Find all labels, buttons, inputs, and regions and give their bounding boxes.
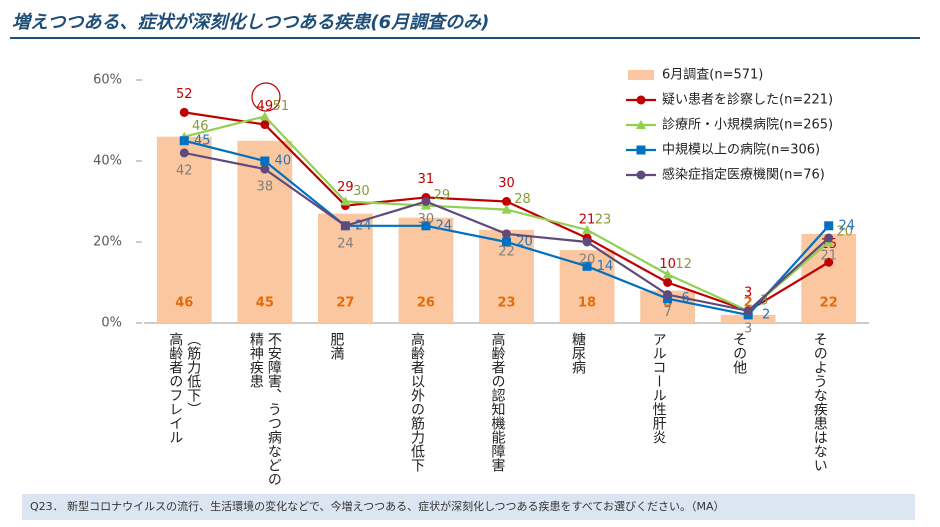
data-label: 31 <box>418 172 435 187</box>
x-tick-label: 肥満 <box>328 332 345 360</box>
bar-label: 22 <box>820 296 838 311</box>
marker <box>636 145 646 155</box>
data-label: 46 <box>192 119 209 134</box>
marker <box>824 257 834 267</box>
data-label: 29 <box>434 188 451 203</box>
marker <box>260 120 270 130</box>
y-tick-label: 60% <box>93 73 122 88</box>
marker <box>662 269 673 279</box>
data-label: 23 <box>595 212 612 227</box>
data-label: 42 <box>176 163 193 178</box>
marker <box>824 233 834 243</box>
marker <box>340 196 351 206</box>
bar-label: 46 <box>175 296 193 311</box>
data-label: 20 <box>836 225 853 240</box>
bar-label: 23 <box>497 296 515 311</box>
marker <box>179 148 189 158</box>
marker <box>502 197 511 206</box>
x-tick-label: そのような疾患はない <box>811 332 828 472</box>
marker <box>501 204 512 214</box>
legend-label: 診療所・小規模病院(n=265) <box>662 117 833 133</box>
marker <box>743 306 753 316</box>
bar <box>398 217 454 323</box>
data-label: 30 <box>418 212 435 227</box>
footnote: Q23． 新型コロナウイルスの流行、生活環境の変化などで、今増えつつある、症状が… <box>22 494 915 520</box>
marker <box>260 156 270 166</box>
data-label: 12 <box>675 257 692 272</box>
y-tick-label: 20% <box>93 235 122 250</box>
legend-label: 中規模以上の病院(n=306) <box>662 143 820 158</box>
data-label: 21 <box>820 248 837 263</box>
legend-label: 疑い患者を診察した(n=221) <box>662 92 833 108</box>
marker <box>502 237 511 247</box>
data-label: 7 <box>663 305 671 320</box>
data-label: 30 <box>353 184 370 199</box>
y-tick-label: 0% <box>101 316 122 331</box>
data-label: 28 <box>514 192 531 207</box>
data-label: 45 <box>194 133 211 148</box>
data-label: 24 <box>337 236 354 251</box>
data-label: 21 <box>579 212 596 227</box>
marker <box>260 164 270 174</box>
highlight-circle <box>251 82 281 112</box>
bar <box>801 233 857 323</box>
data-label: 22 <box>498 244 515 259</box>
data-label: 20 <box>516 235 533 250</box>
x-tick-label: 高齢者以外の筋力低下 <box>408 332 425 472</box>
marker <box>582 224 593 234</box>
data-label: 30 <box>498 176 515 191</box>
data-label: 14 <box>597 259 614 274</box>
marker <box>179 107 189 117</box>
data-label: 2 <box>762 307 770 322</box>
data-label: 40 <box>275 154 292 169</box>
bar-label: 27 <box>336 296 354 311</box>
bar-label: 18 <box>578 296 596 311</box>
chart-title: 増えつつある、症状が深刻化しつつある疾患(6月調査のみ) <box>12 12 490 33</box>
data-label: 3 <box>760 293 768 308</box>
data-label: 20 <box>579 253 596 268</box>
x-tick-label: 高齢者の認知機能障害 <box>489 332 506 472</box>
marker <box>582 237 592 247</box>
bar-label: 2 <box>744 296 753 311</box>
data-label: 38 <box>257 180 274 195</box>
data-label: 3 <box>744 321 752 336</box>
data-label: 49 <box>257 99 274 114</box>
marker <box>663 278 673 287</box>
marker <box>636 170 646 180</box>
marker <box>824 221 834 231</box>
legend-swatch <box>628 70 654 80</box>
x-tick-label: アルコール性肝炎 <box>650 332 667 444</box>
data-label: 24 <box>436 218 453 233</box>
data-label: 10 <box>659 257 676 272</box>
marker <box>259 111 270 121</box>
legend-label: 感染症指定医療機関(n=76) <box>662 167 825 183</box>
x-tick-label: 精神疾患 不安障害、うつ病などの <box>247 332 282 486</box>
bar <box>156 136 212 323</box>
data-label: 52 <box>176 87 193 102</box>
x-tick-label: 高齢者のフレイル （筋力低下） <box>167 332 202 444</box>
marker <box>636 120 646 129</box>
marker <box>636 95 646 105</box>
data-label: 29 <box>337 180 354 195</box>
bar-label: 45 <box>256 296 274 311</box>
y-tick-label: 40% <box>93 154 122 169</box>
marker <box>502 229 511 239</box>
bar-label: 26 <box>417 296 435 311</box>
marker <box>340 221 350 231</box>
marker <box>421 197 431 206</box>
data-label: 51 <box>273 99 290 114</box>
marker <box>582 261 592 271</box>
x-tick-label: その他 <box>731 332 748 374</box>
marker <box>421 221 431 231</box>
bar <box>318 213 373 323</box>
marker <box>179 136 189 146</box>
data-label: 3 <box>744 285 752 300</box>
data-label: 24 <box>838 218 855 233</box>
marker <box>663 290 673 300</box>
x-tick-label: 糖尿病 <box>570 332 587 374</box>
legend-label: 6月調査(n=571) <box>662 68 763 83</box>
